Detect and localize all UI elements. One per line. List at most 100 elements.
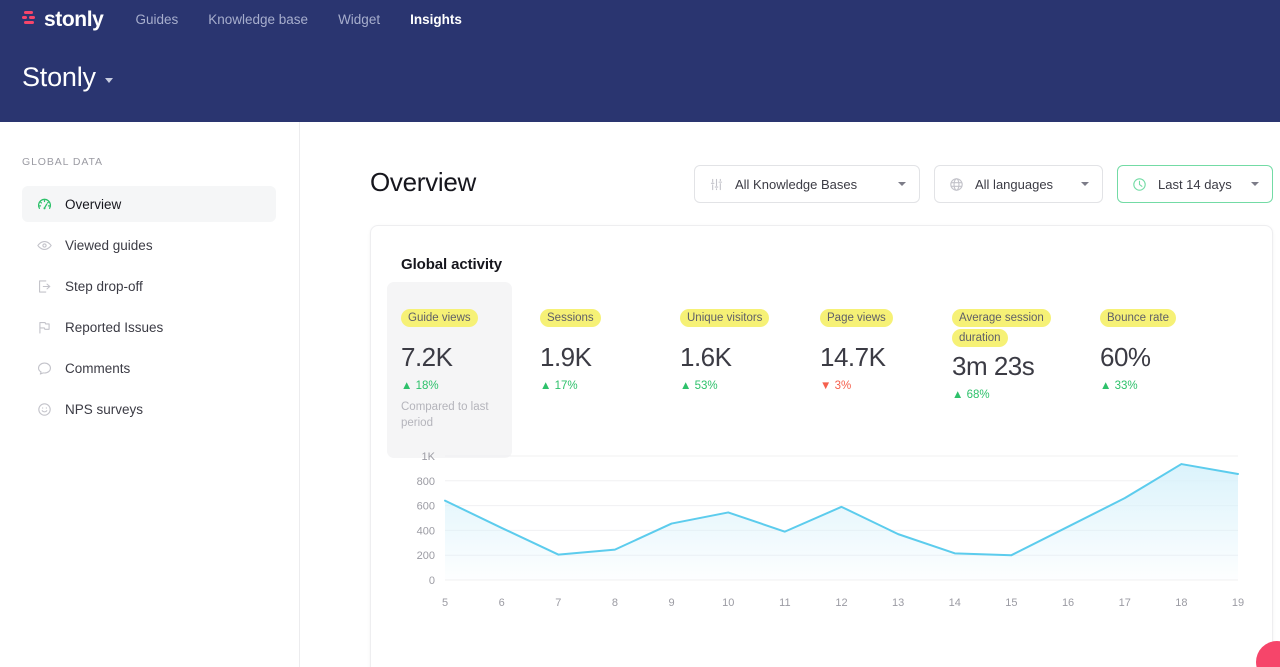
sidebar-item-reported-issues[interactable]: Reported Issues bbox=[22, 309, 276, 345]
activity-area-chart: 1K 800 600 400 200 05 6 7 8 9 10 11 12 13 14 15 16 17 18 19 bbox=[417, 451, 1244, 609]
nav-link-widget[interactable]: Widget bbox=[338, 11, 381, 27]
svg-text:14: 14 bbox=[949, 597, 961, 609]
svg-text:1K: 1K bbox=[422, 451, 436, 463]
svg-text:0: 0 bbox=[429, 575, 435, 587]
sidebar-item-nps-surveys[interactable]: NPS surveys bbox=[22, 391, 276, 427]
sidebar-item-label: Step drop-off bbox=[65, 278, 143, 294]
sidebar-item-viewed-guides[interactable]: Viewed guides bbox=[22, 227, 276, 263]
workspace-name: Stonly bbox=[22, 62, 96, 92]
flag-icon bbox=[36, 319, 53, 336]
metric-delta: ▲︎ 18% bbox=[401, 379, 439, 392]
metric-bounce-rate[interactable]: Bounce rate 60% ▲︎ 33% bbox=[1100, 292, 1220, 458]
sidebar-item-comments[interactable]: Comments bbox=[22, 350, 276, 386]
svg-text:200: 200 bbox=[417, 550, 435, 562]
filter-label: Last 14 days bbox=[1158, 176, 1232, 192]
svg-text:6: 6 bbox=[499, 597, 505, 609]
metric-label: Page views bbox=[820, 309, 893, 327]
metric-delta: ▲︎ 17% bbox=[540, 379, 578, 392]
metric-delta: ▲︎ 33% bbox=[1100, 379, 1138, 392]
sliders-icon bbox=[708, 176, 725, 193]
svg-text:9: 9 bbox=[669, 597, 675, 609]
nav-link-knowledge-base[interactable]: Knowledge base bbox=[208, 11, 309, 27]
card-title: Global activity bbox=[401, 256, 503, 273]
metric-value: 1.6K bbox=[680, 341, 732, 372]
eye-icon bbox=[36, 237, 53, 254]
metric-compare-note: Compared to last period bbox=[401, 400, 489, 430]
filter-bar: All Knowledge Bases All languages bbox=[694, 165, 1273, 203]
metric-delta: ▼︎ 3% bbox=[820, 379, 852, 392]
chevron-down-icon bbox=[1251, 182, 1259, 186]
nav-link-guides[interactable]: Guides bbox=[135, 11, 179, 27]
svg-text:5: 5 bbox=[442, 597, 448, 609]
metric-guide-views[interactable]: Guide views 7.2K ▲︎ 18% Compared to last… bbox=[387, 282, 512, 459]
caret-down-icon bbox=[104, 78, 113, 83]
svg-text:18: 18 bbox=[1175, 597, 1187, 609]
sidebar-item-overview[interactable]: Overview bbox=[22, 186, 276, 222]
metric-page-views[interactable]: Page views 14.7K ▼︎ 3% bbox=[820, 292, 952, 458]
svg-text:19: 19 bbox=[1232, 597, 1244, 609]
svg-text:400: 400 bbox=[417, 525, 435, 537]
metric-label: Bounce rate bbox=[1100, 309, 1177, 327]
filter-label: All Knowledge Bases bbox=[735, 176, 858, 192]
filter-date-range[interactable]: Last 14 days bbox=[1117, 165, 1273, 203]
metric-sessions[interactable]: Sessions 1.9K ▲︎ 17% bbox=[540, 292, 680, 458]
nav-row: stonly Guides Knowledge base Widget Insi… bbox=[0, 0, 1280, 38]
sidebar-item-label: NPS surveys bbox=[65, 401, 144, 417]
top-navigation-bar: stonly Guides Knowledge base Widget Insi… bbox=[0, 0, 1280, 122]
sidebar-item-label: Comments bbox=[65, 360, 131, 376]
metric-delta: ▲︎ 53% bbox=[680, 379, 718, 392]
sidebar-item-label: Overview bbox=[65, 196, 122, 212]
logo-text: stonly bbox=[44, 7, 104, 31]
sidebar-item-label: Viewed guides bbox=[65, 237, 153, 253]
nav-links: Guides Knowledge base Widget Insights bbox=[135, 12, 461, 27]
metric-label: Unique visitors bbox=[680, 309, 770, 327]
filter-knowledge-bases[interactable]: All Knowledge Bases bbox=[694, 165, 920, 203]
stonly-logo-icon bbox=[22, 10, 38, 28]
svg-text:11: 11 bbox=[779, 597, 790, 609]
svg-text:8: 8 bbox=[612, 597, 618, 609]
metric-unique-visitors[interactable]: Unique visitors 1.6K ▲︎ 53% bbox=[680, 292, 820, 458]
svg-text:15: 15 bbox=[1005, 597, 1017, 609]
sidebar-heading: GLOBAL DATA bbox=[22, 156, 103, 168]
smiley-icon bbox=[36, 401, 53, 418]
exit-box-icon bbox=[36, 278, 53, 295]
svg-text:7: 7 bbox=[555, 597, 561, 609]
metric-value: 14.7K bbox=[820, 341, 886, 372]
global-activity-card: Global activity Guide views 7.2K ▲︎ 18% … bbox=[370, 225, 1273, 667]
sidebar-list: Overview Viewed guides Step drop-off bbox=[22, 186, 276, 432]
globe-icon bbox=[948, 176, 965, 193]
metric-value: 7.2K bbox=[401, 341, 453, 372]
metric-label: Sessions bbox=[540, 309, 601, 327]
svg-text:16: 16 bbox=[1062, 597, 1074, 609]
chevron-down-icon bbox=[1081, 182, 1089, 186]
sidebar-item-step-drop-off[interactable]: Step drop-off bbox=[22, 268, 276, 304]
svg-text:600: 600 bbox=[417, 501, 435, 513]
svg-text:12: 12 bbox=[835, 597, 847, 609]
sidebar-item-label: Reported Issues bbox=[65, 319, 164, 335]
metric-label: Average session duration bbox=[952, 309, 1051, 347]
metric-value: 60% bbox=[1100, 341, 1151, 372]
page-title: Overview bbox=[370, 167, 476, 197]
gauge-icon bbox=[36, 196, 53, 213]
filter-label: All languages bbox=[975, 176, 1054, 192]
svg-text:10: 10 bbox=[722, 597, 734, 609]
main-content: Overview All Knowledge Bases All languag… bbox=[300, 122, 1280, 667]
metric-value: 1.9K bbox=[540, 341, 592, 372]
filter-languages[interactable]: All languages bbox=[934, 165, 1103, 203]
global-activity-chart: 1K 800 600 400 200 0 5 6 7 8 9 10 11 12 13 14 15 16 17 18 19 bbox=[401, 448, 1244, 618]
svg-text:13: 13 bbox=[892, 597, 904, 609]
metric-value: 3m 23s bbox=[952, 350, 1035, 381]
svg-text:17: 17 bbox=[1119, 597, 1131, 609]
metric-label: Guide views bbox=[401, 309, 478, 327]
sidebar: GLOBAL DATA Overview Viewed guides bbox=[0, 122, 300, 667]
metric-delta: ▲︎ 68% bbox=[952, 388, 990, 401]
clock-icon bbox=[1131, 176, 1148, 193]
stonly-logo[interactable]: stonly bbox=[22, 7, 104, 31]
svg-text:800: 800 bbox=[417, 476, 435, 488]
metric-average-session-duration[interactable]: Average session duration 3m 23s ▲︎ 68% bbox=[952, 292, 1100, 458]
metrics-row: Guide views 7.2K ▲︎ 18% Compared to last… bbox=[387, 282, 1251, 459]
chevron-down-icon bbox=[898, 182, 906, 186]
speech-bubble-icon bbox=[36, 360, 53, 377]
workspace-selector[interactable]: Stonly bbox=[22, 62, 113, 93]
nav-link-insights[interactable]: Insights bbox=[410, 11, 462, 27]
